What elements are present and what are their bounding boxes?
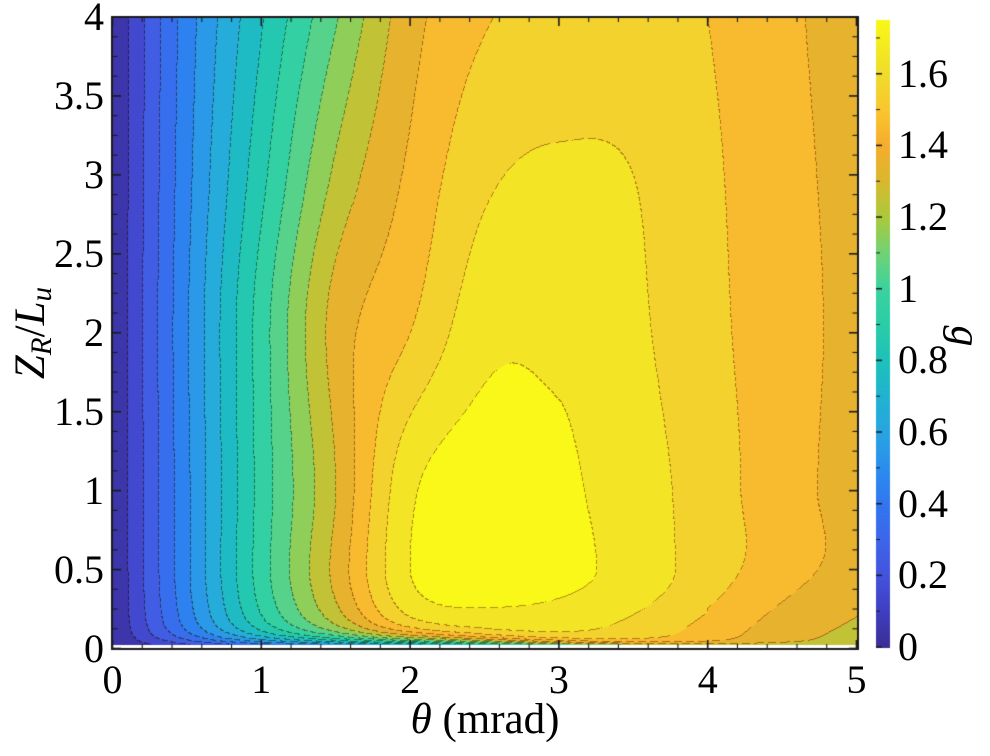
colorbar-tick-label-0.4: 0.4	[898, 480, 948, 526]
x-tick-label-4: 4	[697, 657, 718, 702]
y-tick-label-0: 0	[84, 625, 104, 671]
x-tick-label-1: 1	[251, 657, 272, 702]
x-tick-label-3: 3	[548, 657, 569, 702]
y-tick-label-3.5: 3.5	[54, 72, 104, 118]
colorbar-tick-label-1.4: 1.4	[898, 122, 948, 168]
colorbar-tick-label-1.2: 1.2	[898, 194, 948, 240]
colorbar-label: g	[942, 325, 988, 347]
x-tick-label-5: 5	[846, 657, 867, 702]
y-tick-label-1: 1	[84, 467, 104, 513]
colorbar-tick-label-0.8: 0.8	[898, 337, 948, 383]
colorbar-tick-label-1: 1	[898, 265, 918, 311]
colorbar-tick-label-0.6: 0.6	[898, 409, 948, 455]
y-tick-label-1.5: 1.5	[54, 388, 104, 434]
y-tick-label-4: 4	[84, 0, 104, 39]
x-axis-unit: (mrad)	[431, 696, 560, 743]
y-tick-label-2: 2	[84, 309, 104, 355]
y-label-Z: Z	[7, 355, 54, 380]
colorbar-tick-label-0.2: 0.2	[898, 552, 948, 598]
theta-symbol: θ	[410, 696, 432, 743]
y-label-L-subscript: u	[26, 286, 59, 302]
colorbar-tick-label-1.6: 1.6	[898, 50, 948, 96]
y-tick-label-2.5: 2.5	[54, 230, 104, 276]
colorbar-tick-label-0: 0	[898, 624, 918, 669]
x-axis-label: θ (mrad)	[335, 697, 635, 743]
y-tick-label-0.5: 0.5	[54, 546, 104, 592]
y-tick-label-3: 3	[84, 151, 104, 197]
x-tick-label-2: 2	[400, 657, 421, 702]
x-tick-label-0: 0	[102, 657, 123, 702]
